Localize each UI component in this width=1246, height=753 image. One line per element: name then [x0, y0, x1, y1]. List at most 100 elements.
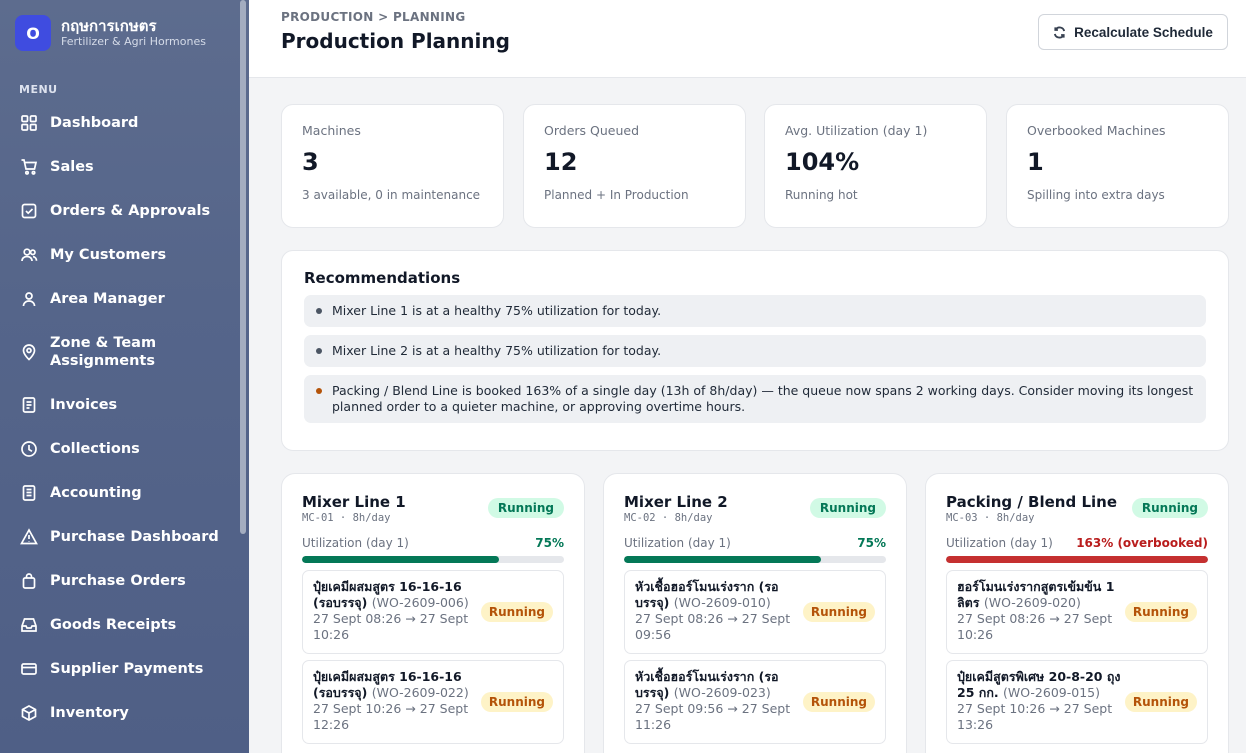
- machine-code: MC-01 · 8h/day: [302, 512, 391, 524]
- recalculate-label: Recalculate Schedule: [1074, 24, 1213, 40]
- stat-subtext: 3 available, 0 in maintenance: [302, 188, 481, 202]
- machine-code: MC-02 · 8h/day: [624, 512, 713, 524]
- recommendations-title: Recommendations: [304, 269, 461, 287]
- stat-card-overbooked: Overbooked Machines 1 Spilling into extr…: [1006, 104, 1229, 228]
- user-icon: [20, 290, 38, 308]
- recommendation-item: Packing / Blend Line is booked 163% of a…: [304, 375, 1206, 423]
- brand[interactable]: O กฤษการเกษตร Fertilizer & Agri Hormones: [0, 0, 249, 66]
- machine-name: Mixer Line 1: [302, 493, 406, 511]
- refresh-icon: [1054, 26, 1066, 38]
- order-card[interactable]: หัวเชื้อฮอร์โมนเร่งราก (รอบรรจุ) (WO-260…: [624, 660, 886, 744]
- order-wo: (WO-2609-015): [1003, 685, 1100, 700]
- stat-label: Avg. Utilization (day 1): [785, 123, 928, 138]
- order-title: ปุ๋ยเคมีผสมสูตร 16-16-16 (รอบรรจุ) (WO-2…: [313, 669, 469, 700]
- sidebar-item-dashboard[interactable]: Dashboard: [0, 101, 249, 145]
- machine-name: Mixer Line 2: [624, 493, 728, 511]
- status-badge: Running: [809, 498, 886, 518]
- recommendation-item: Mixer Line 1 is at a healthy 75% utiliza…: [304, 295, 1206, 327]
- grid-icon: [20, 114, 38, 132]
- sidebar-item-label: Goods Receipts: [50, 617, 177, 633]
- sidebar-item-label: My Customers: [50, 247, 167, 263]
- machine-name: Packing / Blend Line: [946, 493, 1117, 511]
- sidebar-item-inventory[interactable]: Inventory: [0, 691, 249, 735]
- utilization-value: 163% (overbooked): [1076, 536, 1208, 550]
- utilization-value: 75%: [535, 536, 564, 550]
- utilization-value: 75%: [857, 536, 886, 550]
- sidebar-item-orders-approvals[interactable]: Orders & Approvals: [0, 189, 249, 233]
- sidebar-item-invoices[interactable]: Invoices: [0, 383, 249, 427]
- order-status-badge: Running: [480, 602, 553, 622]
- stat-card-orders-queued: Orders Queued 12 Planned + In Production: [523, 104, 746, 228]
- recommendation-item: Mixer Line 2 is at a healthy 75% utiliza…: [304, 335, 1206, 367]
- utilization-bar-fill: [302, 556, 499, 563]
- bullet-icon: [316, 308, 322, 314]
- utilization-label: Utilization (day 1): [302, 536, 409, 550]
- order-wo: (WO-2609-020): [983, 595, 1081, 610]
- sidebar-item-supplier-payments[interactable]: Supplier Payments: [0, 647, 249, 691]
- order-title: หัวเชื้อฮอร์โมนเร่งราก (รอบรรจุ) (WO-260…: [635, 669, 779, 700]
- order-title: ปุ๋ยเคมีสูตรพิเศษ 20-8-20 ถุง 25 กก. (WO…: [957, 669, 1121, 700]
- order-status-badge: Running: [802, 692, 875, 712]
- stat-card-machines: Machines 3 3 available, 0 in maintenance: [281, 104, 504, 228]
- order-status-badge: Running: [802, 602, 875, 622]
- sidebar-item-purchase-dashboard[interactable]: Purchase Dashboard: [0, 515, 249, 559]
- order-card[interactable]: ปุ๋ยเคมีสูตรพิเศษ 20-8-20 ถุง 25 กก. (WO…: [946, 660, 1208, 744]
- sidebar-item-label: Area Manager: [50, 291, 165, 307]
- sidebar-item-label: Purchase Orders: [50, 573, 186, 589]
- stat-value: 104%: [785, 148, 860, 176]
- status-badge: Running: [1131, 498, 1208, 518]
- clock-icon: [20, 440, 38, 458]
- order-card[interactable]: ฮอร์โมนเร่งรากสูตรเข้มข้น 1 ลิตร (WO-260…: [946, 570, 1208, 654]
- brand-logo: O: [15, 15, 51, 51]
- stat-value: 12: [544, 148, 578, 176]
- breadcrumb[interactable]: PRODUCTION > PLANNING: [281, 10, 466, 24]
- order-time: 27 Sept 08:26 → 27 Sept 10:26: [957, 611, 1113, 642]
- sidebar-item-label: Orders & Approvals: [50, 203, 211, 219]
- stat-subtext: Planned + In Production: [544, 188, 689, 202]
- stat-subtext: Spilling into extra days: [1027, 188, 1165, 202]
- order-card[interactable]: ปุ๋ยเคมีผสมสูตร 16-16-16 (รอบรรจุ) (WO-2…: [302, 570, 564, 654]
- sidebar-item-label: Invoices: [50, 397, 118, 413]
- sidebar-item-my-customers[interactable]: My Customers: [0, 233, 249, 277]
- utilization-label: Utilization (day 1): [946, 536, 1053, 550]
- warning-bullet-icon: [316, 388, 322, 394]
- page-title: Production Planning: [281, 29, 510, 53]
- sidebar-item-label: Inventory: [50, 705, 129, 721]
- stat-label: Orders Queued: [544, 123, 640, 138]
- sidebar-item-sales[interactable]: Sales: [0, 145, 249, 189]
- recalculate-schedule-button[interactable]: Recalculate Schedule: [1038, 14, 1228, 50]
- sidebar-item-accounting[interactable]: Accounting: [0, 471, 249, 515]
- sidebar-item-collections[interactable]: Collections: [0, 427, 249, 471]
- sidebar-item-label: Collections: [50, 441, 140, 457]
- bag-icon: [20, 572, 38, 590]
- stat-label: Overbooked Machines: [1027, 123, 1166, 138]
- sidebar-item-label: Supplier Payments: [50, 661, 204, 677]
- utilization-bar-fill: [946, 556, 1208, 563]
- sidebar-item-purchase-orders[interactable]: Purchase Orders: [0, 559, 249, 603]
- stat-value: 3: [302, 148, 319, 176]
- machine-card-packing-blend-line: Packing / Blend Line MC-03 · 8h/day Runn…: [925, 473, 1229, 753]
- order-status-badge: Running: [480, 692, 553, 712]
- stat-subtext: Running hot: [785, 188, 858, 202]
- order-title: ฮอร์โมนเร่งรากสูตรเข้มข้น 1 ลิตร (WO-260…: [957, 579, 1115, 610]
- order-time: 27 Sept 10:26 → 27 Sept 13:26: [957, 701, 1113, 732]
- sidebar-item-area-manager[interactable]: Area Manager: [0, 277, 249, 321]
- order-card[interactable]: หัวเชื้อฮอร์โมนเร่งราก (รอบรรจุ) (WO-260…: [624, 570, 886, 654]
- check-square-icon: [20, 202, 38, 220]
- order-time: 27 Sept 08:26 → 27 Sept 09:56: [635, 611, 791, 642]
- utilization-bar: [624, 556, 886, 563]
- sidebar-item-zone-team[interactable]: Zone & Team Assignments: [0, 321, 249, 383]
- users-icon: [20, 246, 38, 264]
- menu-label: MENU: [19, 83, 58, 96]
- machine-card-mixer-line-1: Mixer Line 1 MC-01 · 8h/day Running Util…: [281, 473, 585, 753]
- sidebar-scrollbar[interactable]: [240, 0, 246, 534]
- recommendation-text: Packing / Blend Line is booked 163% of a…: [332, 383, 1194, 414]
- sidebar-item-goods-receipts[interactable]: Goods Receipts: [0, 603, 249, 647]
- utilization-bar: [946, 556, 1208, 563]
- order-wo: (WO-2609-022): [371, 685, 469, 700]
- sidebar-nav: Dashboard Sales Orders & Approvals My Cu…: [0, 101, 249, 735]
- recommendation-text: Mixer Line 1 is at a healthy 75% utiliza…: [332, 303, 662, 318]
- order-wo: (WO-2609-023): [673, 685, 771, 700]
- recommendation-text: Mixer Line 2 is at a healthy 75% utiliza…: [332, 343, 662, 358]
- order-card[interactable]: ปุ๋ยเคมีผสมสูตร 16-16-16 (รอบรรจุ) (WO-2…: [302, 660, 564, 744]
